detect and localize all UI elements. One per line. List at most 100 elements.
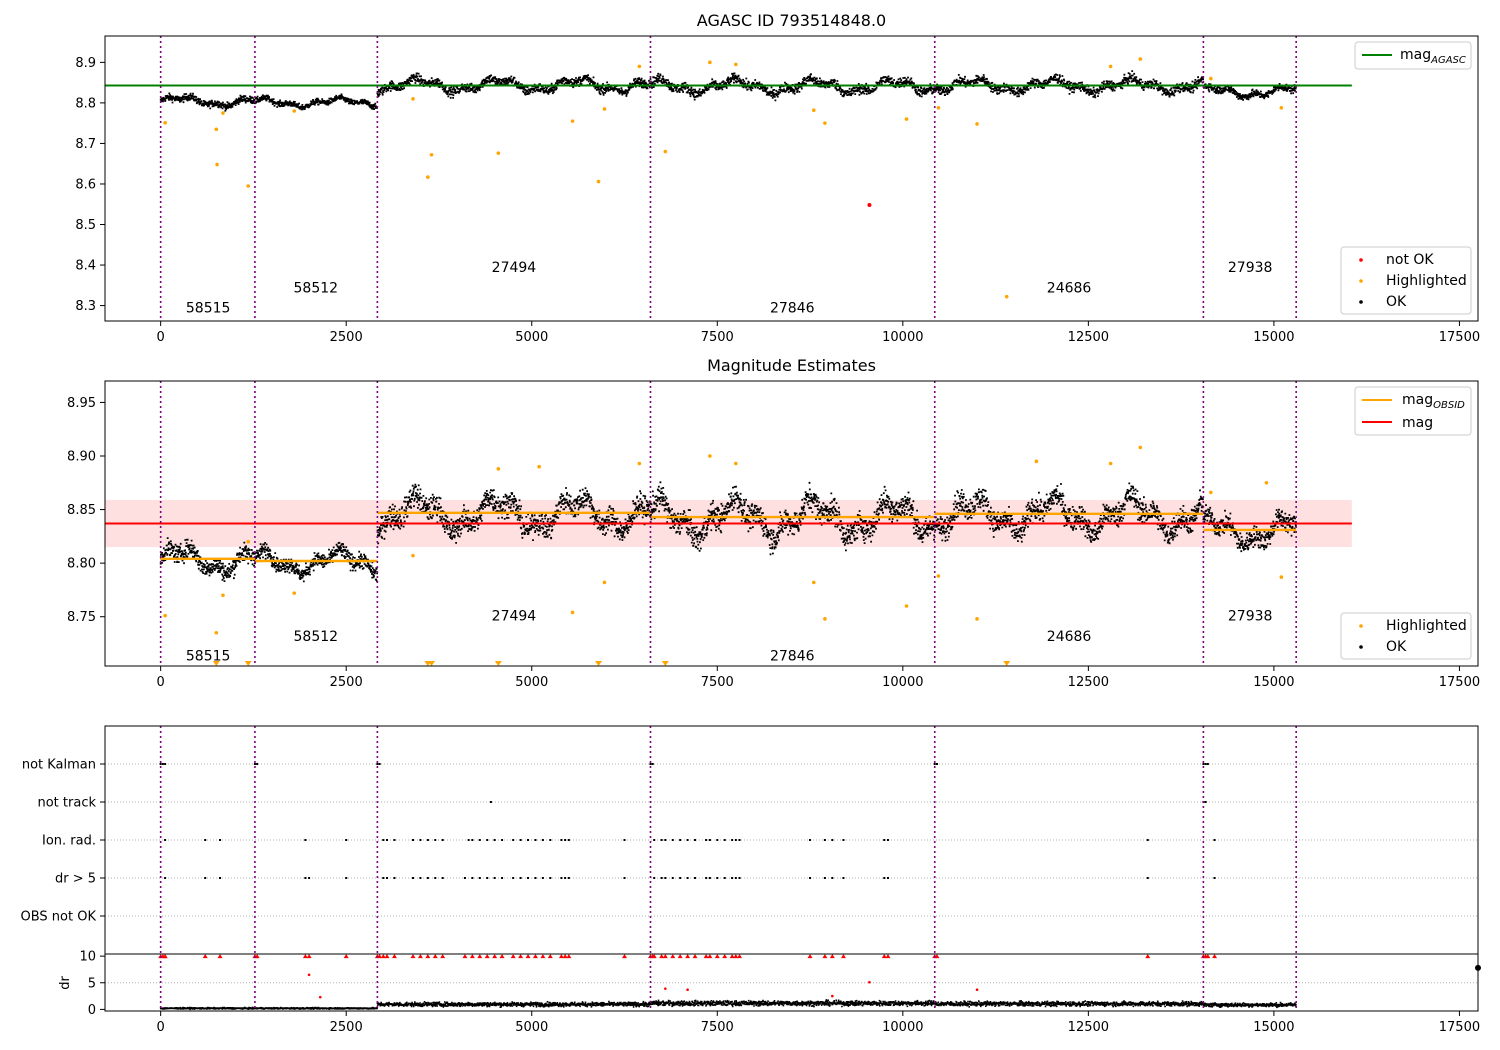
x-tick-label: 7500: [701, 330, 734, 345]
dr-capped-point: [722, 954, 728, 959]
highlighted-point: [496, 151, 501, 155]
flag-point: [883, 877, 886, 879]
flag-point: [345, 877, 348, 879]
axes-frame: [104, 380, 1479, 667]
flag-row-label: not track: [37, 796, 96, 811]
chart-title: Magnitude Estimates: [707, 356, 876, 375]
dr-capped-point: [707, 954, 713, 959]
dr-capped-point: [202, 954, 208, 959]
highlighted-point: [1108, 461, 1113, 466]
flag-point: [679, 839, 682, 841]
highlighted-point: [537, 464, 541, 469]
dr-capped-point: [410, 954, 416, 959]
dr-capped-point: [562, 954, 568, 959]
x-tick-label: 10000: [882, 1020, 923, 1035]
dr-capped-point: [737, 954, 743, 959]
highlighted-point: [708, 454, 712, 458]
legend-lower: Highlighted OK: [1340, 612, 1472, 660]
y-tick-label: 8.6: [75, 177, 96, 192]
highlighted-point: [975, 617, 979, 621]
flag-point: [549, 877, 552, 879]
x-tick-label: 2500: [330, 675, 363, 690]
flag-point: [549, 839, 552, 841]
flag-point: [441, 839, 444, 841]
flag-point: [164, 877, 167, 879]
obsid-label: 58512: [294, 629, 339, 645]
x-tick-label: 12500: [1068, 675, 1109, 690]
off-scale-marker: [494, 661, 502, 666]
x-tick-label: 10000: [882, 330, 923, 345]
x-tick-label: 17500: [1439, 1020, 1480, 1035]
highlighted-point: [429, 152, 434, 157]
flag-point: [1213, 839, 1216, 841]
highlighted-point: [411, 553, 415, 558]
y-tick-label: 8.85: [67, 503, 96, 518]
flag-point: [560, 839, 563, 841]
dr-capped-point: [492, 954, 498, 959]
highlighted-point: [1004, 294, 1009, 299]
x-tick-label: 5000: [515, 1020, 548, 1035]
flag-point: [823, 877, 826, 879]
flag-point: [534, 839, 537, 841]
highlighted-point: [221, 111, 225, 115]
flag-point: [164, 763, 167, 765]
dr-capped-point: [670, 954, 676, 959]
dr-capped-point: [1145, 954, 1151, 959]
flag-point: [386, 877, 389, 879]
flag-point: [1204, 801, 1207, 803]
y-tick-label: 8.3: [75, 299, 96, 314]
flag-point: [649, 763, 652, 765]
flag-point: [653, 877, 656, 879]
obsid-label: 24686: [1047, 280, 1092, 296]
dr-capped-point: [885, 954, 891, 959]
flag-point: [734, 839, 737, 841]
dr-capped-point: [469, 954, 475, 959]
x-tick-label: 10000: [882, 675, 923, 690]
dr-capped-point: [510, 954, 516, 959]
flag-point: [694, 877, 697, 879]
obsid-label: 58512: [294, 280, 339, 296]
agasc-magnitude-panel: 58515 58512 27494 27846 24686 27938 0 2500 5000 7…: [75, 11, 1480, 345]
legend-lower: not OK Highlighted OK: [1340, 246, 1472, 315]
x-tick-label: 2500: [330, 1020, 363, 1035]
highlighted-point: [1279, 105, 1284, 110]
dr-capped-point: [377, 954, 383, 959]
dr-ok-segment: [1202, 1001, 1297, 1009]
flag-point: [705, 839, 708, 841]
flag-point: [564, 839, 567, 841]
dr-flagged-point: [307, 973, 311, 977]
flag-point: [708, 839, 711, 841]
highlighted-point: [904, 117, 909, 121]
dr-capped-point: [1212, 954, 1218, 959]
ok-points-27846: [649, 72, 936, 102]
highlighted-point: [596, 179, 601, 184]
highlighted-point: [975, 122, 979, 126]
highlighted-point: [163, 120, 167, 125]
flag-point: [486, 839, 489, 841]
dr-capped-point: [558, 954, 564, 959]
dr-capped-point: [934, 954, 940, 959]
highlighted-point: [1209, 490, 1213, 495]
highlighted-point: [1279, 575, 1284, 579]
chart-title: AGASC ID 793514848.0: [697, 11, 886, 30]
highlighted-point: [823, 121, 827, 125]
flag-point: [933, 763, 936, 765]
flag-point: [686, 877, 689, 879]
flag-point: [411, 877, 414, 879]
flag-point: [723, 839, 726, 841]
dr-ok-points: [159, 999, 1297, 1011]
highlighted-point: [246, 184, 251, 188]
dr-flagged-point: [868, 980, 871, 984]
flag-point: [441, 877, 444, 879]
dr-capped-point: [532, 954, 538, 959]
off-scale-marker: [1003, 661, 1011, 666]
highlighted-point: [1108, 64, 1113, 69]
flag-point: [623, 839, 626, 841]
flag-point: [623, 877, 626, 879]
flag-point: [393, 839, 396, 841]
dr-flagged-point: [686, 988, 689, 991]
flag-point: [660, 839, 663, 841]
legend-upper: magOBSID mag: [1354, 386, 1472, 436]
flag-point: [886, 839, 889, 841]
flag-point: [731, 839, 734, 841]
